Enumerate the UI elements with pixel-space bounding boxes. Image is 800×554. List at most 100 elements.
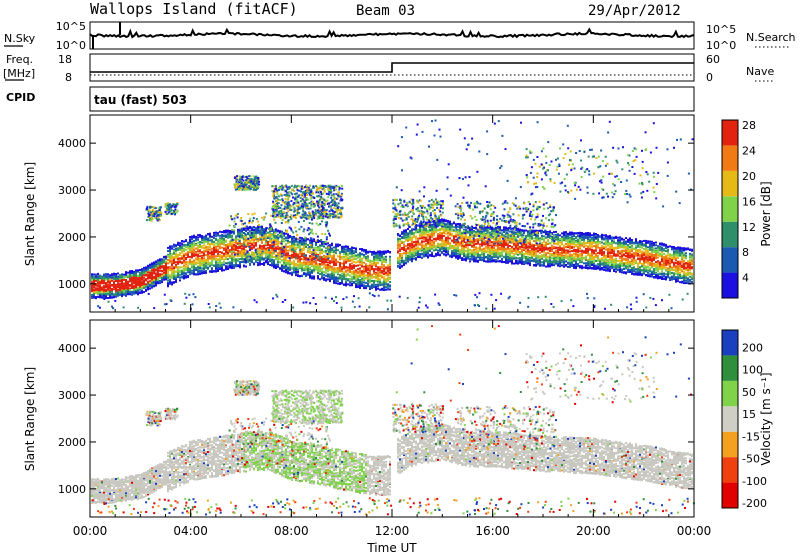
range-gate-cell <box>291 253 293 256</box>
range-gate-cell <box>219 254 221 257</box>
range-gate-cell <box>239 228 241 231</box>
range-gate-cell <box>371 275 373 278</box>
range-gate-cell <box>319 265 321 268</box>
range-gate-cell <box>299 236 301 239</box>
range-gate-cell <box>371 276 373 279</box>
range-gate-cell <box>303 267 305 270</box>
range-gate-cell <box>147 265 149 268</box>
range-gate-cell <box>153 276 155 279</box>
range-gate-cell <box>253 232 255 235</box>
range-gate-cell <box>367 260 369 262</box>
range-gate-cell <box>325 257 327 259</box>
range-gate-cell <box>249 232 251 235</box>
range-gate-cell <box>377 287 379 290</box>
range-gate-cell <box>283 240 285 243</box>
range-gate-cell <box>411 257 413 260</box>
range-gate-cell <box>167 285 169 288</box>
range-gate-cell <box>215 265 217 268</box>
range-gate-cell <box>215 235 217 238</box>
range-gate-cell <box>205 271 207 274</box>
range-gate-cell <box>373 263 375 266</box>
range-gate-cell <box>345 277 347 280</box>
range-gate-cell <box>237 257 239 260</box>
range-gate-cell <box>207 243 209 246</box>
range-gate-cell <box>377 262 379 265</box>
range-gate-cell <box>137 283 139 286</box>
range-gate-cell <box>215 267 217 270</box>
range-gate-cell <box>291 271 293 274</box>
range-gate-cell <box>365 270 367 273</box>
range-gate-cell <box>321 259 323 262</box>
range-gate-cell <box>179 249 181 251</box>
range-gate-cell <box>365 257 367 260</box>
range-gate-cell <box>355 248 357 250</box>
range-gate-cell <box>231 249 233 251</box>
range-gate-cell <box>165 257 167 260</box>
range-gate-cell <box>299 266 301 269</box>
range-gate-cell <box>403 234 405 237</box>
range-gate-cell <box>181 257 183 260</box>
range-gate-cell <box>237 246 239 249</box>
range-gate-cell <box>317 277 319 280</box>
range-gate-cell <box>271 251 273 254</box>
range-gate-cell <box>347 283 349 286</box>
range-gate-cell <box>207 251 209 253</box>
range-gate-cell <box>345 283 347 286</box>
range-gate-cell <box>219 234 221 237</box>
range-gate-cell <box>209 270 211 273</box>
range-gate-cell <box>119 289 121 292</box>
range-gate-cell <box>179 245 181 248</box>
range-gate-cell <box>303 261 305 264</box>
range-gate-cell <box>295 274 297 277</box>
range-gate-cell <box>173 258 175 261</box>
range-gate-cell <box>277 242 279 245</box>
range-gate-cell <box>201 256 203 259</box>
range-gate-cell <box>135 279 137 282</box>
range-gate-cell <box>375 275 377 278</box>
range-gate-cell <box>239 252 241 254</box>
range-gate-cell <box>255 259 257 262</box>
range-gate-cell <box>245 245 247 248</box>
range-gate-cell <box>97 295 99 298</box>
range-gate-cell <box>339 282 341 284</box>
range-gate-cell <box>381 270 383 273</box>
range-gate-cell <box>353 266 355 269</box>
range-gate-cell <box>405 229 407 232</box>
range-gate-cell <box>109 274 111 277</box>
range-gate-cell <box>419 256 421 259</box>
range-gate-cell <box>337 276 339 279</box>
range-gate-cell <box>369 266 371 269</box>
range-gate-cell <box>261 228 263 231</box>
range-gate-cell <box>365 281 367 284</box>
range-gate-cell <box>91 274 93 277</box>
range-gate-cell <box>293 267 295 270</box>
range-gate-cell <box>345 252 347 255</box>
range-gate-cell <box>177 256 179 259</box>
range-gate-cell <box>205 261 207 264</box>
freq-line <box>90 62 694 73</box>
range-gate-cell <box>199 234 201 236</box>
range-gate-cell <box>101 276 103 279</box>
range-gate-cell <box>373 281 375 284</box>
range-gate-cell <box>415 240 417 243</box>
range-gate-cell <box>341 257 343 260</box>
range-gate-cell <box>321 272 323 275</box>
range-gate-cell <box>211 260 213 263</box>
range-gate-cell <box>201 269 203 272</box>
range-gate-cell <box>243 255 245 258</box>
range-gate-cell <box>307 265 309 268</box>
range-gate-cell <box>173 275 175 278</box>
range-gate-cell <box>183 254 185 257</box>
range-gate-cell <box>139 278 141 281</box>
range-gate-cell <box>321 242 323 245</box>
range-gate-cell <box>143 271 145 274</box>
range-gate-cell <box>157 281 159 284</box>
range-gate-cell <box>355 261 357 264</box>
range-gate-cell <box>221 269 223 271</box>
range-gate-cell <box>173 250 175 252</box>
range-gate-cell <box>253 235 255 238</box>
range-gate-cell <box>99 281 101 284</box>
range-gate-cell <box>251 247 253 250</box>
range-gate-cell <box>215 261 217 264</box>
range-gate-cell <box>255 229 257 231</box>
